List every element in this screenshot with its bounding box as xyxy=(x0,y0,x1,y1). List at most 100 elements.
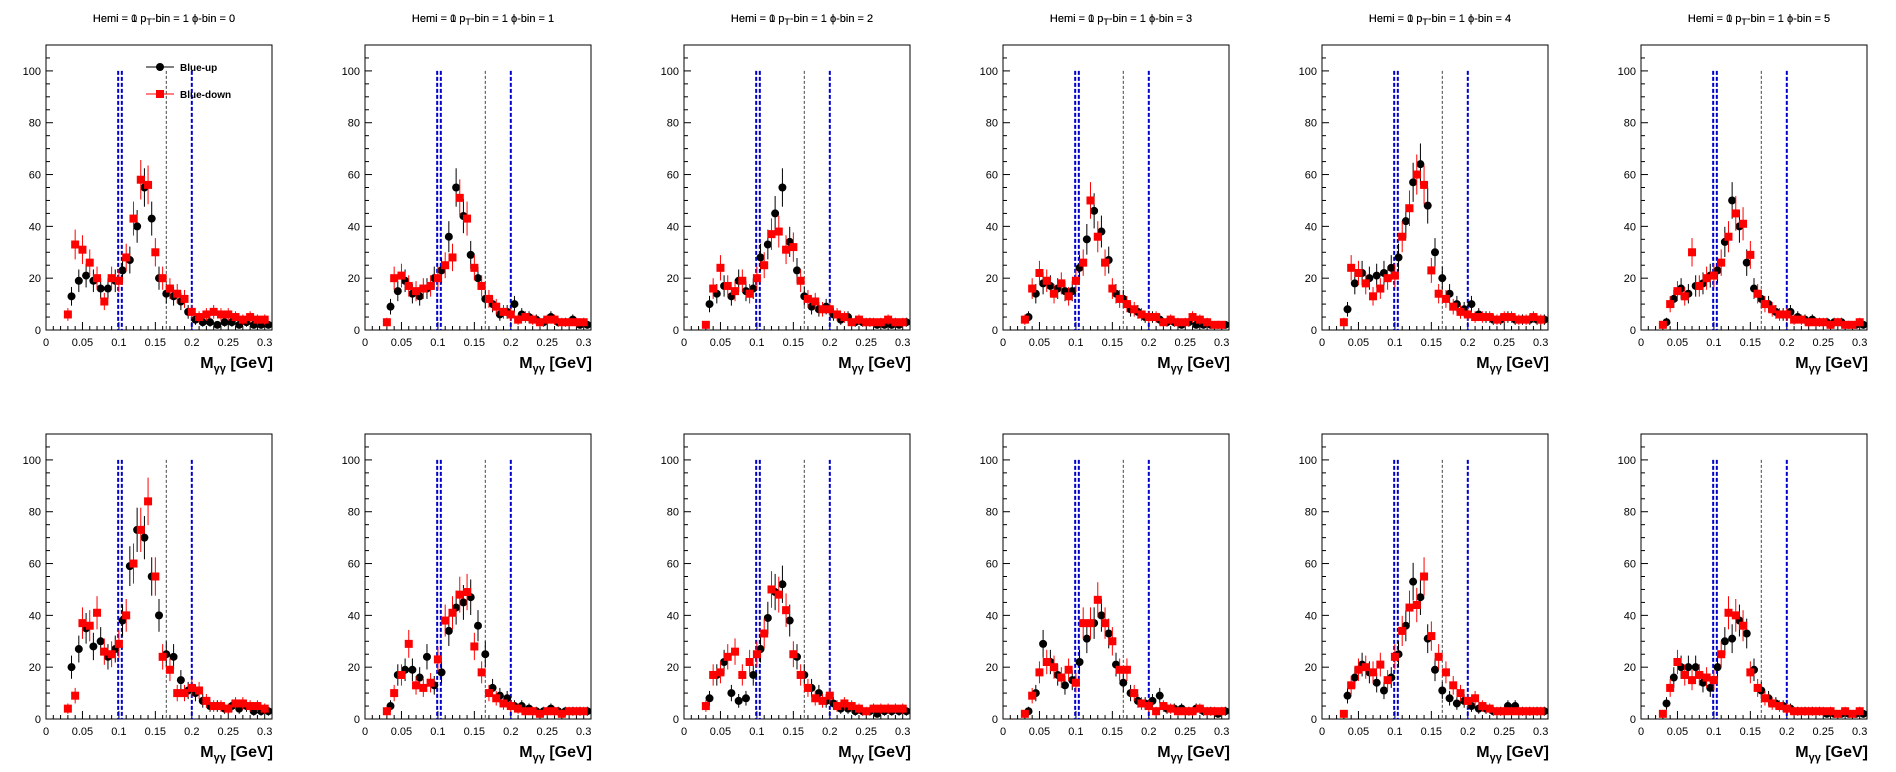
y-tick-label: 40 xyxy=(667,221,679,233)
data-point xyxy=(1210,707,1219,716)
data-point xyxy=(752,650,761,659)
data-point xyxy=(1848,709,1857,718)
data-point xyxy=(1173,707,1182,716)
data-point xyxy=(1804,318,1813,327)
data-point xyxy=(869,318,878,327)
x-tick-label: 0.25 xyxy=(218,337,239,349)
data-point xyxy=(107,274,116,283)
data-point xyxy=(572,318,581,327)
data-point xyxy=(441,261,450,270)
x-tick-label: 0.15 xyxy=(1102,337,1123,349)
y-tick-label: 100 xyxy=(980,455,998,467)
data-point xyxy=(1434,289,1443,298)
panel-9: Hemi = 1 pT-bin = 1 ϕ-bin = 3 0 20 40 60 80 10… xyxy=(980,13,1230,764)
data-point xyxy=(1064,292,1073,301)
data-point xyxy=(803,294,812,303)
data-point xyxy=(521,707,530,716)
data-point xyxy=(763,613,772,622)
x-tick-label: 0.15 xyxy=(464,337,485,349)
y-tick-label: 60 xyxy=(1305,170,1317,182)
data-point xyxy=(1522,707,1531,716)
x-tick-label: 0.3 xyxy=(1214,337,1229,349)
data-point xyxy=(397,670,406,679)
data-point xyxy=(1035,269,1044,277)
data-point xyxy=(71,240,80,249)
x-tick-label: 0.2 xyxy=(184,726,199,738)
panel-title: Hemi = 0 pT-bin = 1 ϕ-bin = 1 xyxy=(412,13,554,27)
y-tick-label: 60 xyxy=(986,559,998,571)
data-point xyxy=(891,318,900,327)
data-point xyxy=(260,315,269,324)
data-point xyxy=(716,668,725,677)
data-point xyxy=(752,274,761,283)
y-tick-label: 0 xyxy=(673,714,679,726)
data-point xyxy=(1485,704,1494,713)
data-point xyxy=(96,284,105,293)
data-point xyxy=(796,276,805,285)
data-point xyxy=(825,305,834,314)
data-point xyxy=(510,300,519,309)
data-point xyxy=(1731,611,1740,620)
data-point xyxy=(796,670,805,679)
data-point xyxy=(74,276,83,285)
data-point xyxy=(187,307,196,316)
data-point xyxy=(477,668,486,677)
y-tick-label: 60 xyxy=(1624,559,1636,571)
y-tick-label: 80 xyxy=(29,118,41,130)
data-point xyxy=(1485,313,1494,322)
data-point xyxy=(1507,707,1516,716)
data-point xyxy=(1449,302,1458,311)
x-tick-label: 0.3 xyxy=(895,337,910,349)
data-point xyxy=(492,694,501,703)
data-point xyxy=(481,650,490,659)
data-point xyxy=(136,525,145,534)
data-point xyxy=(1405,204,1414,213)
data-point xyxy=(869,704,878,713)
data-point xyxy=(705,694,714,703)
data-point xyxy=(876,318,885,327)
data-point xyxy=(1122,665,1131,674)
y-tick-label: 0 xyxy=(992,714,998,726)
x-tick-label: 0.25 xyxy=(1494,337,1515,349)
data-point xyxy=(71,691,80,700)
data-point xyxy=(452,183,461,192)
data-point xyxy=(1680,292,1689,301)
data-point xyxy=(1376,660,1385,669)
data-point xyxy=(1452,699,1461,708)
y-tick-label: 60 xyxy=(1624,170,1636,182)
y-tick-label: 20 xyxy=(1305,273,1317,285)
x-tick-label: 0.15 xyxy=(1421,337,1442,349)
data-point xyxy=(1746,250,1755,259)
data-point xyxy=(514,315,523,324)
data-point xyxy=(158,652,167,661)
y-tick-label: 100 xyxy=(1299,455,1317,467)
data-point xyxy=(1463,696,1472,705)
data-point xyxy=(1181,707,1190,716)
data-point xyxy=(419,284,428,293)
x-tick-label: 0.2 xyxy=(1460,726,1475,738)
data-point xyxy=(1166,704,1175,713)
data-point xyxy=(811,694,820,703)
data-point xyxy=(1841,320,1850,329)
data-point xyxy=(1130,305,1139,314)
y-tick-label: 60 xyxy=(667,559,679,571)
data-point xyxy=(1181,318,1190,327)
data-point xyxy=(63,310,72,319)
x-tick-label: 0.2 xyxy=(1141,726,1156,738)
data-point xyxy=(535,709,544,718)
data-point xyxy=(426,281,435,290)
data-point xyxy=(579,318,588,327)
x-tick-label: 0.3 xyxy=(1533,726,1548,738)
y-tick-label: 60 xyxy=(986,170,998,182)
data-point xyxy=(187,683,196,692)
data-point xyxy=(1471,313,1480,322)
data-point xyxy=(415,673,424,682)
data-point xyxy=(1797,707,1806,716)
data-point xyxy=(466,250,475,259)
data-point xyxy=(1166,315,1175,324)
data-point xyxy=(433,274,442,283)
data-point xyxy=(782,606,791,615)
data-point xyxy=(1456,307,1465,316)
y-tick-label: 40 xyxy=(348,221,360,233)
data-point xyxy=(180,689,189,698)
